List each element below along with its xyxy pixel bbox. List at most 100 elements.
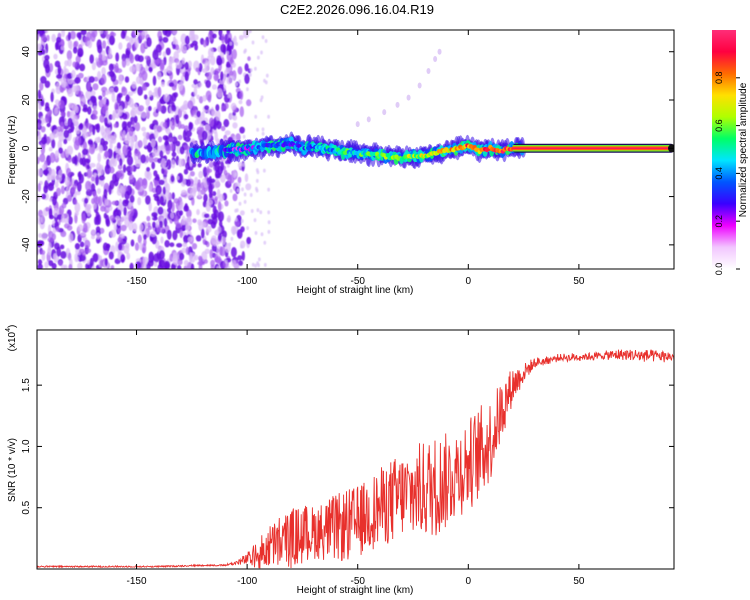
noise-point	[172, 36, 177, 47]
noise-point	[137, 86, 144, 96]
spectrogram-plot-area	[37, 30, 674, 269]
noise-point	[47, 247, 52, 256]
noise-point	[226, 163, 230, 168]
noise-point	[240, 210, 245, 216]
noise-point	[122, 164, 127, 173]
noise-point	[69, 189, 75, 195]
noise-point	[110, 73, 117, 82]
noise-point	[254, 66, 257, 71]
noise-point	[237, 176, 242, 184]
noise-point	[204, 105, 210, 111]
x-tick-label: 0	[466, 276, 472, 287]
noise-point	[152, 75, 157, 86]
noise-point	[144, 169, 150, 179]
noise-point	[208, 192, 213, 199]
noise-point	[201, 251, 208, 262]
noise-point	[46, 173, 51, 183]
noise-point	[79, 254, 86, 262]
noise-point	[116, 68, 123, 74]
noise-point	[37, 263, 43, 269]
noise-point	[246, 226, 250, 231]
noise-point	[116, 209, 122, 217]
noise-point	[120, 254, 126, 263]
noise-point	[44, 80, 51, 89]
noise-point	[63, 138, 68, 145]
noise-point	[122, 145, 127, 156]
noise-point	[203, 193, 208, 203]
noise-point	[92, 105, 98, 111]
noise-point	[113, 224, 118, 231]
noise-point	[231, 62, 236, 68]
noise-point	[214, 253, 219, 263]
noise-point	[248, 72, 252, 77]
noise-point	[148, 251, 154, 261]
noise-point	[226, 51, 230, 55]
noise-point	[42, 164, 47, 170]
noise-point	[244, 63, 249, 72]
noise-point	[64, 176, 70, 187]
noise-point	[131, 81, 137, 89]
noise-point	[184, 71, 189, 82]
colorbar-swatch	[712, 30, 736, 269]
noise-point	[151, 212, 158, 218]
noise-point	[124, 190, 130, 200]
noise-point	[256, 127, 259, 132]
noise-point	[66, 225, 73, 231]
noise-point	[67, 90, 74, 97]
noise-point	[147, 225, 152, 230]
noise-point	[98, 30, 104, 34]
noise-point	[68, 102, 74, 109]
noise-point	[172, 43, 176, 50]
noise-point	[260, 232, 264, 237]
noise-point	[51, 138, 56, 149]
noise-point	[223, 119, 230, 128]
noise-point	[142, 247, 146, 254]
noise-point	[229, 57, 234, 64]
noise-point	[104, 258, 108, 267]
noise-point	[254, 263, 257, 268]
noise-point	[160, 145, 165, 150]
noise-point	[134, 30, 138, 36]
noise-point	[64, 120, 69, 126]
noise-point	[238, 34, 244, 41]
noise-point	[204, 124, 211, 132]
noise-point	[160, 158, 167, 169]
noise-point	[237, 182, 241, 187]
noise-point	[263, 262, 267, 267]
noise-point	[158, 257, 162, 268]
noise-point	[37, 168, 43, 177]
noise-point	[176, 175, 180, 181]
noise-point	[99, 114, 105, 123]
noise-point	[165, 183, 170, 194]
snr-panel: -150 -100 -50 0 50 0.5 1.0 1.5 Height of straig…	[5, 325, 675, 596]
x-tick-label: -150	[127, 276, 147, 287]
noise-point	[125, 35, 130, 42]
noise-point	[109, 166, 115, 174]
noise-point	[186, 217, 193, 227]
noise-point	[257, 263, 260, 268]
noise-point	[37, 182, 41, 192]
noise-point	[181, 45, 187, 53]
noise-point	[254, 114, 258, 119]
noise-point	[153, 193, 159, 198]
noise-point	[98, 95, 103, 101]
noise-point	[179, 229, 183, 239]
noise-point	[82, 148, 89, 156]
noise-point	[249, 68, 253, 73]
noise-point	[216, 266, 220, 269]
noise-point	[74, 105, 79, 114]
noise-point	[195, 235, 202, 242]
noise-point	[148, 184, 152, 193]
noise-point	[240, 244, 243, 249]
noise-point	[105, 214, 110, 226]
noise-point	[104, 30, 109, 36]
noise-point	[68, 233, 74, 243]
noise-point	[86, 169, 93, 178]
noise-point	[48, 260, 54, 267]
noise-point	[130, 205, 135, 217]
noise-point	[210, 55, 216, 66]
noise-point	[49, 152, 56, 163]
noise-point	[239, 90, 244, 100]
noise-point	[244, 73, 250, 85]
noise-point	[40, 144, 46, 155]
